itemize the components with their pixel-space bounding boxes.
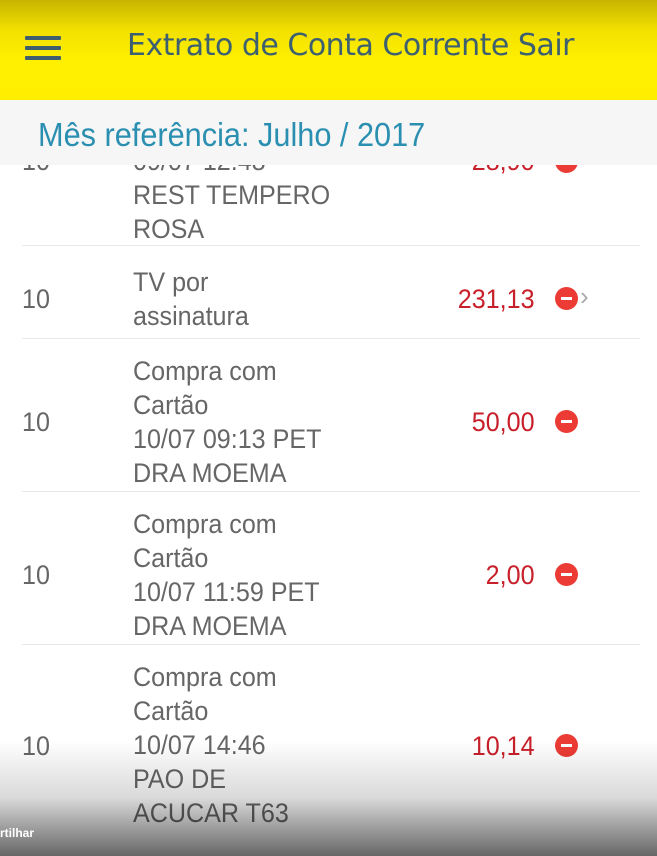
transaction-day: 10 [22, 407, 50, 437]
chevron-right-icon[interactable]: › [580, 281, 589, 311]
transaction-amount: 231,13 [458, 284, 535, 314]
transaction-description: Compra com Cartão 10/07 11:59 PET DRA MO… [133, 509, 320, 641]
reference-month-bar: Mês referência: Julho / 2017 [0, 100, 657, 165]
transaction-description: TV por assinatura [133, 267, 249, 331]
hamburger-icon[interactable] [25, 36, 61, 60]
transaction-amount: 2,00 [486, 560, 535, 590]
page-title: Extrato de Conta Corrente Sair [127, 28, 574, 63]
transaction-day: 10 [22, 560, 50, 590]
transaction-row[interactable]: 10 Compra com Cartão 10/07 11:59 PET DRA… [22, 492, 640, 645]
debit-icon [555, 410, 578, 433]
transaction-row[interactable]: 10 TV por assinatura 231,13 › [22, 246, 640, 339]
reference-month-label: Mês referência: Julho / 2017 [38, 116, 426, 153]
transaction-day: 10 [22, 284, 50, 314]
transaction-row[interactable]: 10 09/07 12:48 REST TEMPERO ROSA 28,90 [22, 144, 640, 246]
video-overlay-gradient [0, 740, 657, 856]
transaction-row[interactable]: 10 Compra com Cartão 10/07 09:13 PET DRA… [22, 339, 640, 492]
app-header: Extrato de Conta Corrente Sair [0, 0, 657, 100]
transaction-amount: 50,00 [472, 407, 535, 437]
debit-icon [555, 563, 578, 586]
transaction-description: 09/07 12:48 REST TEMPERO ROSA [133, 146, 331, 244]
transaction-description: Compra com Cartão 10/07 09:13 PET DRA MO… [133, 356, 322, 488]
debit-icon [555, 287, 578, 310]
share-button[interactable]: rtilhar [0, 826, 35, 840]
